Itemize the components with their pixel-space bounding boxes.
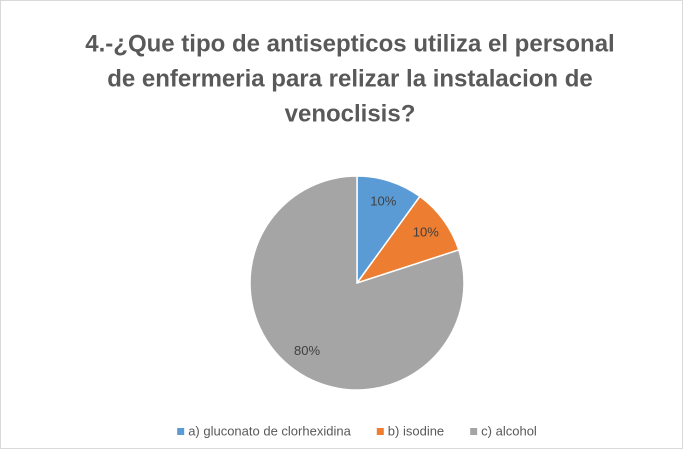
data-label: 80% (294, 343, 320, 358)
legend-label: a) gluconato de clorhexidina (188, 423, 351, 438)
legend-swatch (376, 428, 384, 435)
chart-title: venoclisis? (285, 100, 416, 127)
chart-title: 4.-¿Que tipo de antisepticos utiliza el … (85, 30, 614, 57)
legend-label: c) alcohol (481, 423, 537, 438)
chart-title: de enfermeria para relizar la instalacio… (107, 65, 593, 92)
data-label: 10% (413, 224, 439, 239)
data-label: 10% (370, 194, 396, 209)
legend-swatch (177, 428, 185, 435)
legend-label: b) isodine (388, 423, 444, 438)
pie-slice (249, 175, 465, 391)
legend-swatch (470, 428, 478, 435)
